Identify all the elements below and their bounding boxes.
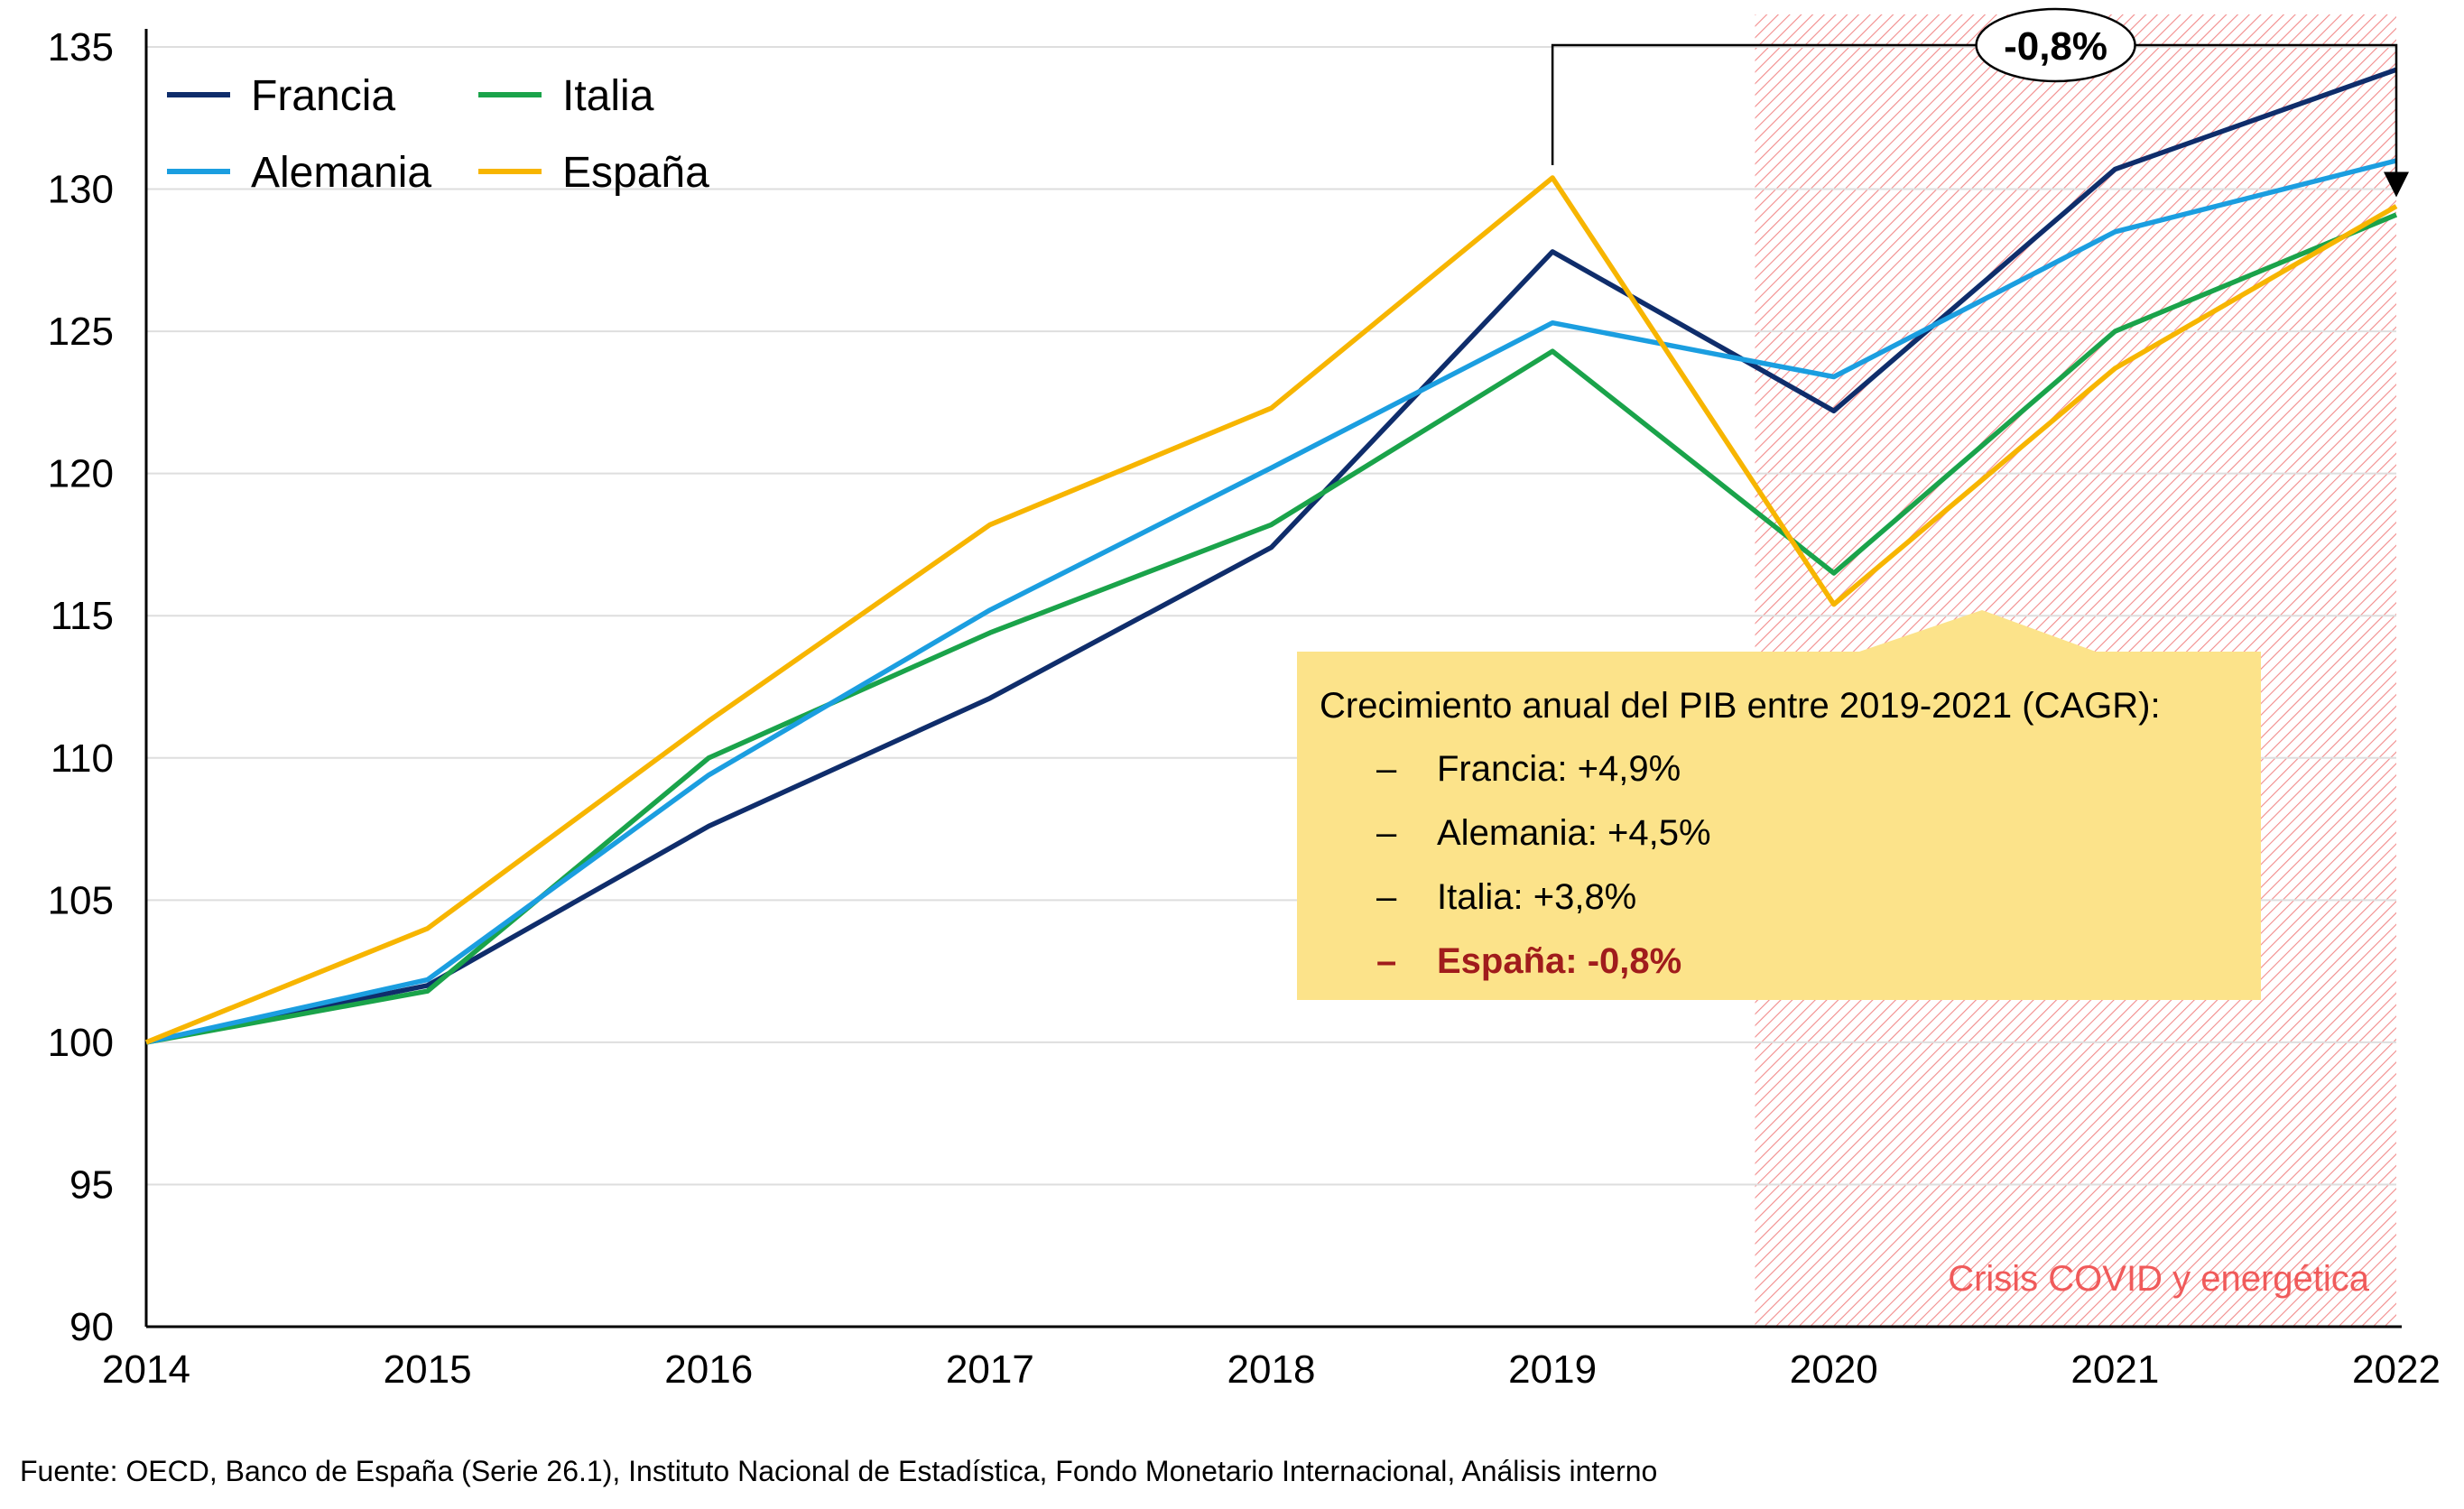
crisis-region-label: Crisis COVID y energética <box>1948 1259 2370 1299</box>
bracket-label: -0,8% <box>2004 24 2107 69</box>
series-line-alemania <box>145 158 2397 1045</box>
callout-item: Italia: +3,8% <box>1437 877 1636 917</box>
y-tick-label: 95 <box>69 1162 114 1207</box>
y-tick-label: 130 <box>48 168 114 212</box>
series-line-francia <box>145 67 2397 1045</box>
callout-item: Francia: +4,9% <box>1437 749 1681 789</box>
y-tick-label: 115 <box>51 594 114 638</box>
y-tick-label: 100 <box>48 1021 114 1065</box>
y-tick-label: 125 <box>48 310 114 354</box>
x-tick-label: 2019 <box>1508 1347 1597 1392</box>
bracket-label-ellipse <box>1975 7 2136 83</box>
source-note: Fuente: OECD, Banco de España (Serie 26.… <box>20 1455 1658 1487</box>
callout-item: España: -0,8% <box>1437 941 1681 981</box>
x-tick-label: 2020 <box>1790 1347 1878 1392</box>
callout-bullet: – <box>1376 941 1396 981</box>
callout-bullet: – <box>1376 877 1397 917</box>
legend-label: Alemania <box>251 149 431 197</box>
callout-title: Crecimiento anual del PIB entre 2019-202… <box>1320 686 2161 726</box>
x-tick-label: 2016 <box>664 1347 753 1392</box>
legend-label: Italia <box>562 72 654 120</box>
callout-item: Alemania: +4,5% <box>1437 813 1711 853</box>
x-tick-label: 2014 <box>102 1347 190 1392</box>
bracket-line <box>1551 43 2398 176</box>
callout-bullet: – <box>1376 749 1397 789</box>
series-line-españa <box>144 175 2398 1045</box>
x-tick-label: 2021 <box>2070 1347 2159 1392</box>
x-tick-label: 2017 <box>946 1347 1034 1392</box>
legend-label: España <box>562 149 709 197</box>
y-tick-label: 90 <box>69 1305 114 1349</box>
x-tick-label: 2015 <box>384 1347 472 1392</box>
x-tick-label: 2018 <box>1227 1347 1316 1392</box>
x-tick-label: 2022 <box>2352 1347 2441 1392</box>
y-tick-label: 120 <box>48 452 114 496</box>
gdp-line-chart: Crisis COVID y energética 90 95 100 105 110 1… <box>48 7 2441 1392</box>
y-tick-label: 110 <box>51 736 114 781</box>
y-tick-label: 135 <box>48 25 114 69</box>
cagr-callout-box <box>1297 610 2261 1000</box>
legend-label: Francia <box>251 72 395 120</box>
bracket-arrowhead <box>2384 171 2409 198</box>
y-tick-label: 105 <box>48 878 114 922</box>
callout-bullet: – <box>1376 813 1397 853</box>
